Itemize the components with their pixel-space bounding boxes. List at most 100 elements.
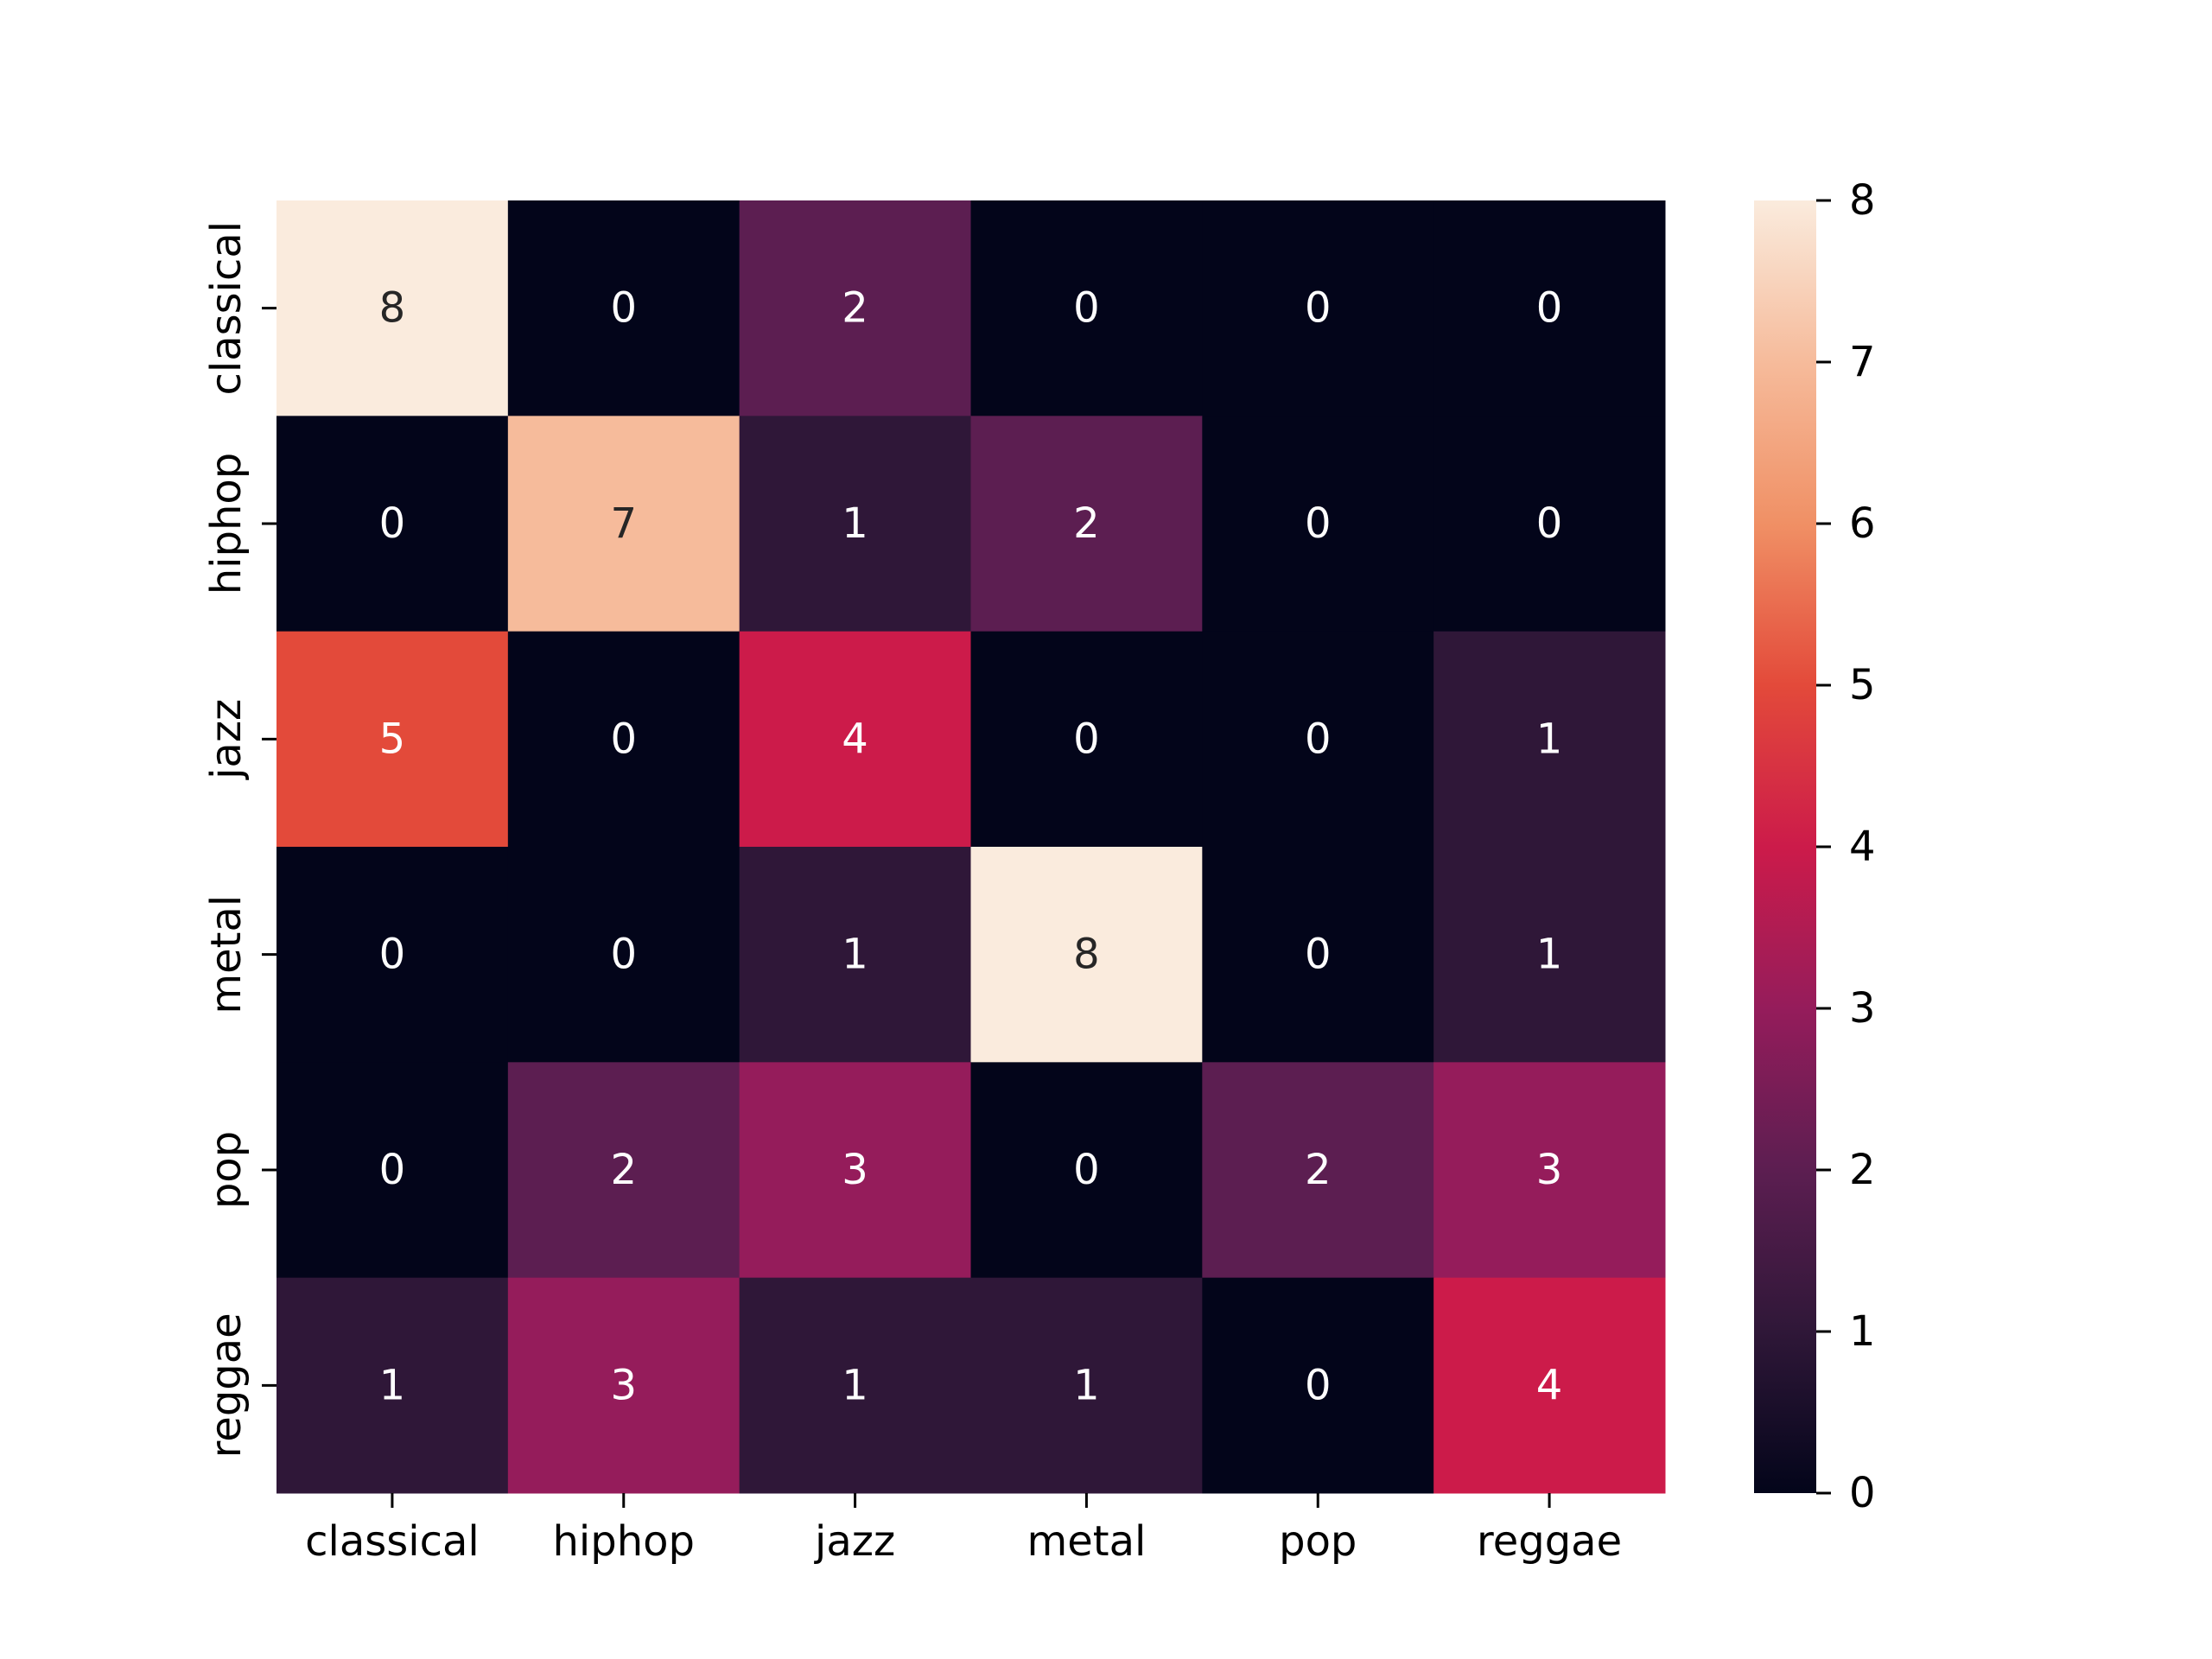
heatmap-cell-hiphop-metal bbox=[970, 416, 1203, 632]
cell-value-label: 0 bbox=[1536, 499, 1563, 548]
cell-value-label: 1 bbox=[842, 499, 868, 548]
colorbar-tick-label: 5 bbox=[1849, 661, 1876, 709]
cell-value-label: 0 bbox=[1073, 284, 1100, 333]
cell-value-label: 1 bbox=[1536, 931, 1563, 979]
heatmap-cell-metal-hiphop bbox=[507, 847, 741, 1063]
colorbar-tick-label: 4 bbox=[1849, 823, 1876, 871]
heatmap-cell-jazz-classical bbox=[276, 631, 509, 848]
cell-value-label: 1 bbox=[1536, 715, 1563, 763]
cell-value-label: 0 bbox=[1536, 284, 1563, 333]
cell-value-label: 0 bbox=[1073, 715, 1100, 763]
y-tick-label-reggae: reggae bbox=[202, 1313, 251, 1458]
heatmap-cell-reggae-classical bbox=[276, 1277, 509, 1494]
heatmap-cell-reggae-metal bbox=[970, 1277, 1203, 1494]
cell-value-label: 1 bbox=[1073, 1361, 1100, 1409]
heatmap-cell-classical-classical bbox=[276, 200, 509, 416]
x-tick-label-metal: metal bbox=[1027, 1517, 1146, 1566]
cell-value-label: 1 bbox=[842, 1361, 868, 1409]
heatmap-cell-pop-metal bbox=[970, 1062, 1203, 1279]
y-tick-label-hiphop: hiphop bbox=[202, 453, 251, 594]
heatmap-cell-reggae-reggae bbox=[1433, 1277, 1666, 1494]
y-tick-label-metal: metal bbox=[202, 895, 251, 1014]
x-tick-label-reggae: reggae bbox=[1477, 1517, 1622, 1566]
heatmap-cell-hiphop-reggae bbox=[1433, 416, 1666, 632]
heatmap-cell-jazz-hiphop bbox=[507, 631, 741, 848]
colorbar-tick-label: 1 bbox=[1849, 1307, 1876, 1356]
heatmap-cell-reggae-hiphop bbox=[507, 1277, 741, 1494]
heatmap-cell-classical-reggae bbox=[1433, 200, 1666, 416]
y-axis: classical hiphop jazz metal pop reggae bbox=[202, 221, 276, 1458]
x-tick-label-hiphop: hiphop bbox=[553, 1517, 695, 1566]
cell-value-label: 0 bbox=[1305, 499, 1332, 548]
heatmap-cell-jazz-reggae bbox=[1433, 631, 1666, 848]
colorbar-tick-label: 3 bbox=[1849, 984, 1876, 1033]
cell-value-label: 4 bbox=[842, 715, 868, 763]
heatmap-cell-pop-classical bbox=[276, 1062, 509, 1279]
heatmap-cell-pop-hiphop bbox=[507, 1062, 741, 1279]
cell-value-label: 0 bbox=[379, 1146, 406, 1194]
cell-value-label: 3 bbox=[842, 1146, 868, 1194]
colorbar-tick-label: 0 bbox=[1849, 1469, 1876, 1517]
heatmap-cell-metal-jazz bbox=[739, 847, 971, 1063]
heatmap-cell-metal-reggae bbox=[1433, 847, 1666, 1063]
heatmap-cell-jazz-pop bbox=[1202, 631, 1434, 848]
x-tick-label-classical: classical bbox=[305, 1517, 480, 1566]
cell-value-label: 0 bbox=[379, 931, 406, 979]
heatmap-cells bbox=[276, 200, 1666, 1494]
heatmap-cell-classical-pop bbox=[1202, 200, 1434, 416]
y-tick-label-jazz: jazz bbox=[202, 699, 251, 780]
cell-value-label: 0 bbox=[379, 499, 406, 548]
heatmap-cell-pop-reggae bbox=[1433, 1062, 1666, 1279]
y-tick-label-classical: classical bbox=[202, 221, 251, 396]
cell-value-label: 1 bbox=[379, 1361, 406, 1409]
heatmap-cell-jazz-metal bbox=[970, 631, 1203, 848]
heatmap-cell-pop-pop bbox=[1202, 1062, 1434, 1279]
colorbar-tick-label: 6 bbox=[1849, 499, 1876, 548]
x-axis: classical hiphop jazz metal pop reggae bbox=[305, 1493, 1622, 1566]
colorbar-tick-label: 7 bbox=[1849, 338, 1876, 386]
heatmap-cell-hiphop-classical bbox=[276, 416, 509, 632]
cell-value-label: 0 bbox=[1073, 1146, 1100, 1194]
heatmap-cell-metal-pop bbox=[1202, 847, 1434, 1063]
cell-annotations: 8 0 2 0 0 0 0 7 1 2 0 0 5 0 4 0 0 1 0 0 1 8 0 1 0 2 3 0 2 3 1 3 1 1 0 4 bbox=[379, 284, 1563, 1410]
heatmap-cell-classical-hiphop bbox=[507, 200, 741, 416]
cell-value-label: 0 bbox=[1305, 931, 1332, 979]
heatmap-cell-metal-metal bbox=[970, 847, 1203, 1063]
heatmap-cell-classical-jazz bbox=[739, 200, 971, 416]
cell-value-label: 2 bbox=[1073, 499, 1100, 548]
heatmap-cell-jazz-jazz bbox=[739, 631, 971, 848]
x-tick-label-pop: pop bbox=[1279, 1517, 1357, 1566]
cell-value-label: 8 bbox=[1073, 931, 1100, 979]
cell-value-label: 0 bbox=[1305, 284, 1332, 333]
colorbar-tick-label: 8 bbox=[1849, 176, 1876, 225]
cell-value-label: 0 bbox=[610, 284, 637, 333]
x-tick-label-jazz: jazz bbox=[814, 1517, 895, 1566]
cell-value-label: 0 bbox=[610, 931, 637, 979]
cell-value-label: 2 bbox=[610, 1146, 637, 1194]
cell-value-label: 2 bbox=[1305, 1146, 1332, 1194]
heatmap-cell-reggae-pop bbox=[1202, 1277, 1434, 1494]
heatmap-cell-hiphop-hiphop bbox=[507, 416, 741, 632]
heatmap-cell-metal-classical bbox=[276, 847, 509, 1063]
heatmap-cell-hiphop-pop bbox=[1202, 416, 1434, 632]
heatmap-cell-reggae-jazz bbox=[739, 1277, 971, 1494]
heatmap-cell-hiphop-jazz bbox=[739, 416, 971, 632]
cell-value-label: 4 bbox=[1536, 1361, 1563, 1409]
y-tick-label-pop: pop bbox=[202, 1131, 251, 1209]
cell-value-label: 3 bbox=[1536, 1146, 1563, 1194]
colorbar-tick-label: 2 bbox=[1849, 1146, 1876, 1194]
cell-value-label: 7 bbox=[610, 499, 637, 548]
colorbar-scale bbox=[1754, 200, 1816, 1493]
cell-value-label: 0 bbox=[1305, 715, 1332, 763]
cell-value-label: 5 bbox=[379, 715, 406, 763]
cell-value-label: 0 bbox=[610, 715, 637, 763]
heatmap-cell-pop-jazz bbox=[739, 1062, 971, 1279]
cell-value-label: 3 bbox=[610, 1361, 637, 1409]
cell-value-label: 0 bbox=[1305, 1361, 1332, 1409]
cell-value-label: 1 bbox=[842, 931, 868, 979]
cell-value-label: 2 bbox=[842, 284, 868, 333]
cell-value-label: 8 bbox=[379, 284, 406, 333]
heatmap-cell-classical-metal bbox=[970, 200, 1203, 416]
colorbar: 0 1 2 3 4 5 6 7 8 bbox=[1754, 176, 1876, 1517]
